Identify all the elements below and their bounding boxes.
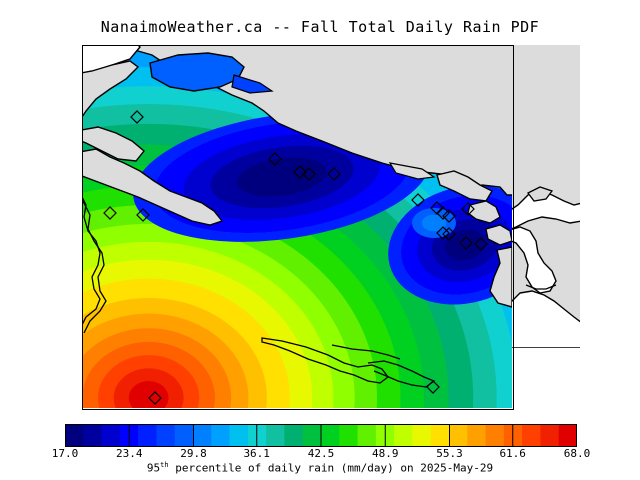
coastline-west-inner — [82, 200, 107, 334]
colorbar-tick-label: 42.5 — [307, 447, 335, 460]
colorbar-segment — [522, 424, 542, 447]
page-title: NanaimoWeather.ca -- Fall Total Daily Ra… — [100, 18, 540, 36]
colorbar-segment — [229, 424, 249, 447]
land-east-headland — [436, 170, 493, 202]
colorbar-segment — [485, 424, 505, 447]
colorbar-tick-label: 17.0 — [51, 447, 79, 460]
colorbar-tick-label: 68.0 — [563, 447, 591, 460]
colorbar-segment — [449, 424, 468, 447]
land-nw-bay — [82, 45, 141, 74]
land-east-shore — [489, 246, 512, 308]
station-marker — [442, 209, 456, 223]
colorbar-segment — [156, 424, 176, 447]
colorbar-segment — [247, 424, 267, 447]
colorbar-segment — [430, 424, 450, 447]
land-masses — [82, 45, 512, 308]
contour-map-panel — [82, 45, 512, 408]
station-markers — [103, 110, 488, 405]
station-marker — [130, 110, 144, 124]
colorbar-segment — [467, 424, 487, 447]
station-marker — [436, 206, 450, 220]
station-marker — [426, 380, 440, 394]
coastline-south-island-spur — [367, 360, 436, 388]
station-marker — [442, 227, 456, 241]
station-marker — [436, 226, 450, 240]
contour-map-svg — [82, 45, 512, 408]
coastline-south-island-tail — [331, 344, 401, 360]
coastline-south-island — [261, 337, 389, 384]
colorbar-segment — [211, 424, 231, 447]
colorbar-tick-lines — [128, 424, 514, 447]
colorbar-segment — [558, 424, 577, 447]
station-marker — [103, 206, 117, 220]
colorbar-tick-label: 23.4 — [116, 447, 143, 460]
colorbar-tick-label: 29.8 — [180, 447, 207, 460]
station-marker — [461, 202, 475, 216]
station-marker — [411, 193, 425, 207]
colorbar-segment — [284, 424, 304, 447]
land-nw-peninsula — [82, 60, 140, 119]
colorbar-segment — [540, 424, 560, 447]
coastline-west — [82, 195, 101, 327]
colorbar-tick-labels: 17.0 23.4 29.8 36.1 42.5 48.9 55.3 61.6 68.0 — [0, 447, 640, 463]
colorbar-segment — [101, 424, 121, 447]
contour-field — [82, 45, 512, 408]
land-east-islet-b — [485, 224, 512, 246]
contour-pocket-east — [412, 208, 456, 238]
colorbar-segment — [503, 424, 523, 447]
colorbar-segment — [83, 424, 103, 447]
colorbar-segment — [138, 424, 158, 447]
colorbar-segment — [321, 424, 340, 447]
colorbar-tick-label: 36.1 — [243, 447, 270, 460]
station-marker — [268, 152, 282, 166]
station-marker — [136, 208, 150, 222]
coastline-outlines — [82, 195, 436, 388]
colorbar-segment — [174, 424, 194, 447]
colorbar-svg[interactable] — [65, 424, 577, 447]
caption-superscript: th — [160, 461, 169, 469]
map-right-panel — [512, 45, 580, 348]
water-east-channel — [512, 290, 580, 348]
map-right-panel-svg — [512, 186, 580, 348]
colorbar-segments — [65, 424, 577, 447]
coastline-east-detail — [525, 284, 557, 290]
caption-prefix: 95 — [146, 461, 161, 475]
colorbar-segment — [357, 424, 377, 447]
colorbar-segment — [412, 424, 432, 447]
colorbar-segment — [193, 424, 212, 447]
station-marker — [327, 167, 341, 181]
colorbar-segment — [65, 424, 84, 447]
station-marker — [430, 201, 444, 215]
station-marker — [474, 237, 488, 251]
colorbar[interactable] — [65, 424, 577, 447]
water-east-inlet — [512, 226, 557, 294]
caption-suffix: percentile of daily rain (mm/day) on 202… — [168, 461, 494, 475]
station-marker — [148, 391, 162, 405]
colorbar-segment — [302, 424, 322, 447]
colorbar-tick-label: 48.9 — [372, 447, 399, 460]
station-marker — [302, 167, 316, 181]
colorbar-segment — [394, 424, 414, 447]
colorbar-tick-label: 55.3 — [436, 447, 463, 460]
station-marker — [293, 165, 307, 179]
colorbar-segment — [339, 424, 359, 447]
land-sandbar-mid — [388, 162, 436, 180]
water-inlet-nw-tail — [231, 74, 274, 94]
station-marker — [459, 236, 473, 250]
colorbar-tick-label: 61.6 — [499, 447, 526, 460]
colorbar-segment — [266, 424, 286, 447]
land-nw-spit — [82, 148, 224, 226]
colorbar-caption: 95th percentile of daily rain (mm/day) o… — [0, 461, 640, 475]
colorbar-border — [65, 424, 577, 447]
land-east-notch — [527, 186, 554, 202]
